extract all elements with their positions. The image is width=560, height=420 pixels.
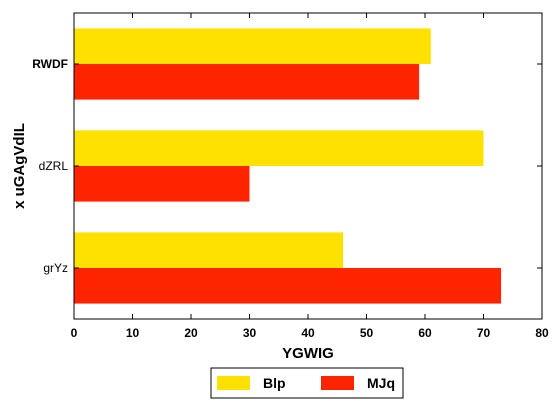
x-tick-label: 10 [126, 326, 140, 340]
x-tick-label: 60 [418, 326, 432, 340]
x-tick-label: 50 [360, 326, 374, 340]
bar-MJq-grYz [74, 268, 502, 304]
x-tick-label: 0 [71, 326, 78, 340]
x-tick-label: 40 [301, 326, 315, 340]
bar-Blp-grYz [74, 232, 344, 268]
legend-swatch-Blp [217, 376, 250, 390]
bar-MJq-RWDF [74, 64, 420, 100]
bars-layer [74, 28, 502, 304]
bar-MJq-dZRL [74, 166, 250, 202]
x-tick-label: 80 [535, 326, 549, 340]
x-tick-label: 70 [477, 326, 491, 340]
bar-Blp-dZRL [74, 130, 484, 166]
y-tick-label: dZRL [39, 159, 69, 173]
bar-Blp-RWDF [74, 28, 431, 64]
y-axis-title: x uGAgVdIL [11, 123, 28, 209]
legend: Blp MJq [210, 367, 404, 399]
legend-label-Blp: Blp [263, 375, 286, 391]
x-axis-title: YGWIG [282, 345, 334, 362]
legend-swatch-MJq [321, 376, 354, 390]
ticks-layer: 0 10 20 30 40 50 60 70 80 RWDF dZRL grYz [32, 13, 549, 340]
y-tick-label: RWDF [32, 57, 68, 71]
x-tick-label: 20 [184, 326, 198, 340]
y-tick-label: grYz [43, 261, 68, 275]
x-tick-label: 30 [243, 326, 257, 340]
legend-label-MJq: MJq [367, 375, 395, 391]
